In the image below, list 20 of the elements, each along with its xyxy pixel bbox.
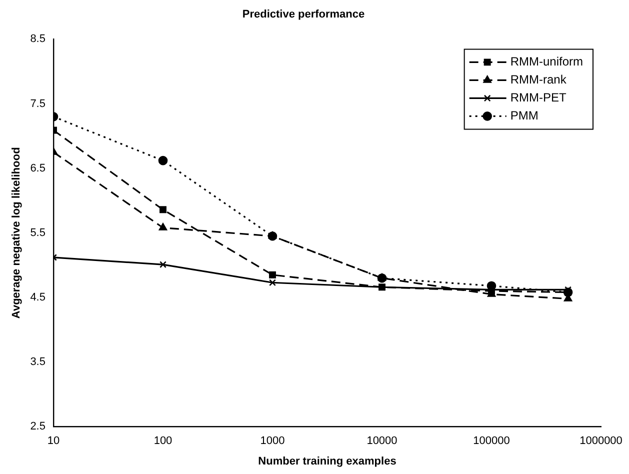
y-tick-label: 2.5 <box>30 420 46 433</box>
y-tick-label: 8.5 <box>30 33 46 46</box>
y-axis-title: Avgerage negative log likelihood <box>10 147 23 319</box>
x-tick-label: 1000000 <box>580 435 622 448</box>
legend-label: PMM <box>510 108 538 123</box>
x-axis-title: Number training examples <box>258 455 396 468</box>
y-tick-label: 5.5 <box>30 226 46 239</box>
x-tick-label: 10000 <box>366 435 398 448</box>
legend-label: RMM-uniform <box>510 54 584 69</box>
legend-label: RMM-rank <box>510 72 568 87</box>
chart-title: Predictive performance <box>242 8 365 21</box>
x-tick-label: 100000 <box>473 435 510 448</box>
x-tick-label: 1000 <box>260 435 285 448</box>
x-tick-label: 100 <box>154 435 172 448</box>
x-tick-label: 10 <box>47 435 60 448</box>
legend-label: RMM-PET <box>510 90 567 105</box>
y-tick-label: 7.5 <box>30 98 46 110</box>
y-tick-label: 3.5 <box>30 356 46 368</box>
y-tick-label: 6.5 <box>30 162 46 174</box>
y-tick-label: 4.5 <box>30 292 46 304</box>
